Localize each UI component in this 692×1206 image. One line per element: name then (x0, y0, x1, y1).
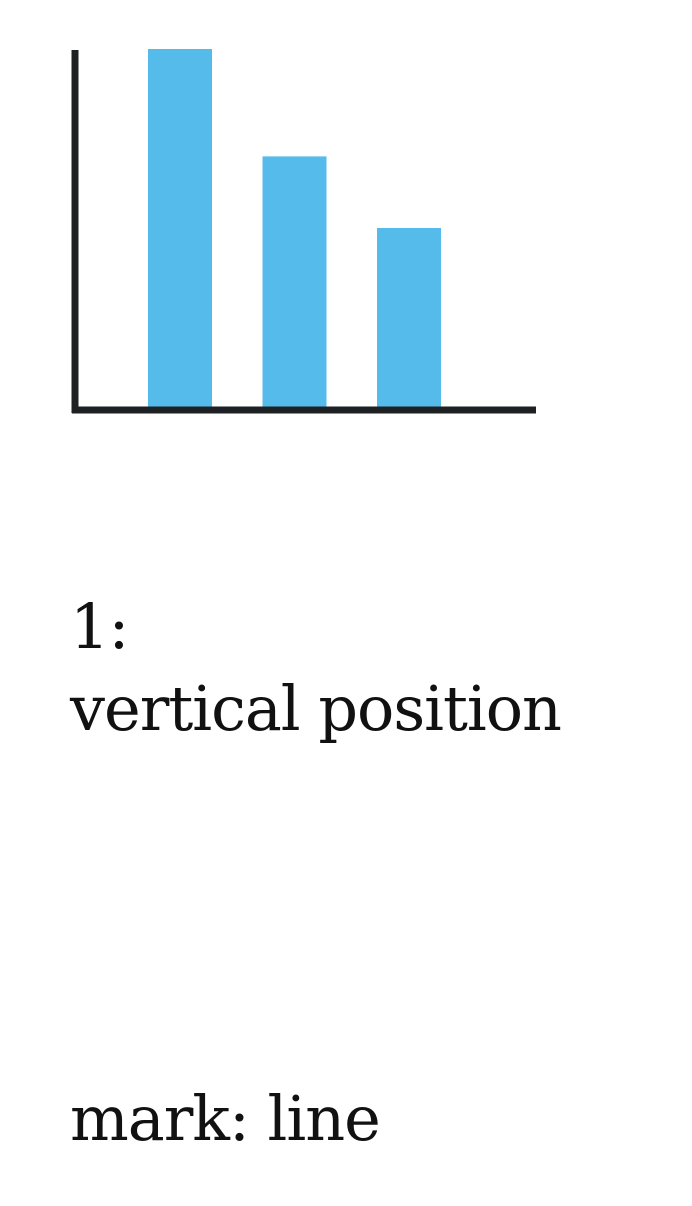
channel-label: vertical position (70, 672, 562, 745)
bar-chart (71, 49, 536, 414)
bar-group (148, 49, 441, 407)
rank-label: 1: (70, 590, 129, 663)
bar-2 (262, 156, 327, 407)
mark-type-label: mark: line (70, 1082, 381, 1155)
bar-1 (148, 49, 212, 407)
bar-3 (377, 228, 441, 407)
